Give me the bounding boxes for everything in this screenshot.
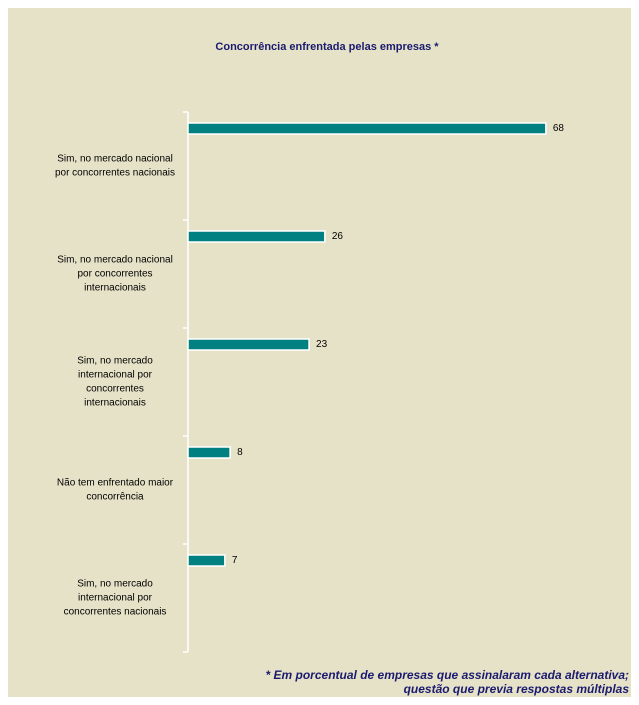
category-label: internacionais	[84, 398, 146, 409]
chart-title: Concorrência enfrentada pelas empresas *	[215, 41, 439, 53]
bar	[187, 338, 310, 351]
bar	[187, 554, 226, 567]
bar	[187, 446, 231, 459]
footnote: questão que previa respostas múltiplas	[404, 682, 630, 696]
category-label: Sim, no mercado nacional	[57, 154, 173, 165]
value-label: 8	[237, 447, 243, 458]
category-label: internacionais	[84, 283, 146, 294]
value-label: 23	[316, 339, 328, 350]
category-label: Sim, no mercado	[77, 579, 153, 590]
bar	[187, 122, 547, 135]
category-label: por concorrentes nacionais	[55, 168, 175, 179]
category-label: concorrentes	[86, 384, 144, 395]
category-label: concorrentes nacionais	[64, 607, 167, 618]
category-label: Não tem enfrentado maior	[57, 478, 174, 489]
category-label: Sim, no mercado	[77, 356, 153, 367]
value-label: 68	[553, 123, 565, 134]
value-label: 26	[332, 231, 344, 242]
category-label: por concorrentes	[77, 269, 152, 280]
category-label: concorrência	[86, 492, 144, 503]
bar	[187, 230, 326, 243]
category-label: Sim, no mercado nacional	[57, 255, 173, 266]
footnote: * Em porcentual de empresas que assinala…	[266, 668, 630, 682]
category-label: internacional por	[78, 593, 153, 604]
category-label: internacional por	[78, 370, 153, 381]
value-label: 7	[232, 555, 238, 566]
